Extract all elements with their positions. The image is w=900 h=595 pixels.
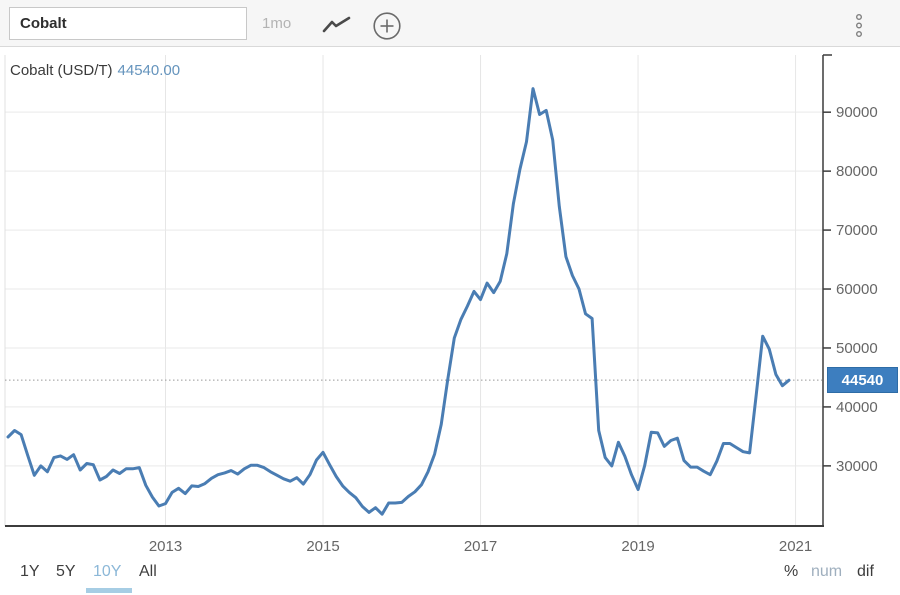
range-button-all[interactable]: All [139, 563, 157, 580]
chart-series-label: Cobalt (USD/T) [10, 62, 113, 79]
chart-current-value: 44540.00 [117, 62, 181, 79]
y-axis-label: 40000 [836, 399, 878, 416]
y-axis-label: 60000 [836, 281, 878, 298]
range-button-1y[interactable]: 1Y [20, 563, 40, 580]
current-price-badge: 44540 [827, 367, 898, 394]
x-axis-label: 2021 [779, 538, 812, 555]
mode-button-percent[interactable]: % [784, 563, 799, 580]
mode-button-dif[interactable]: dif [857, 563, 874, 580]
y-axis-label: 70000 [836, 222, 878, 239]
y-axis-label: 80000 [836, 163, 878, 180]
line-chart-icon[interactable] [322, 16, 352, 39]
interval-label[interactable]: 1mo [262, 15, 292, 32]
search-input[interactable] [9, 7, 247, 40]
y-axis-label: 90000 [836, 104, 878, 121]
chart-title: Cobalt (USD/T) 44540.00 [10, 62, 180, 79]
price-chart[interactable]: 30000 40000 50000 60000 70000 80000 90000 2013 2… [0, 47, 900, 555]
price-line [6, 87, 791, 516]
range-button-5y[interactable]: 5Y [56, 563, 76, 580]
selected-range-underline [86, 588, 132, 593]
x-axis-label: 2013 [149, 538, 182, 555]
bottom-toolbar: 1Y 5Y 10Y All % num dif [0, 555, 900, 595]
top-toolbar: 1mo [0, 0, 900, 47]
x-axis-label: 2017 [464, 538, 497, 555]
y-axis-label: 50000 [836, 340, 878, 357]
range-button-10y[interactable]: 10Y [93, 563, 122, 580]
y-axis-label: 30000 [836, 458, 878, 475]
mode-button-num[interactable]: num [811, 563, 843, 580]
plus-circle-icon[interactable] [372, 11, 402, 46]
x-axis-label: 2015 [306, 538, 339, 555]
kebab-menu-icon[interactable] [853, 12, 865, 45]
x-axis-label: 2019 [621, 538, 654, 555]
